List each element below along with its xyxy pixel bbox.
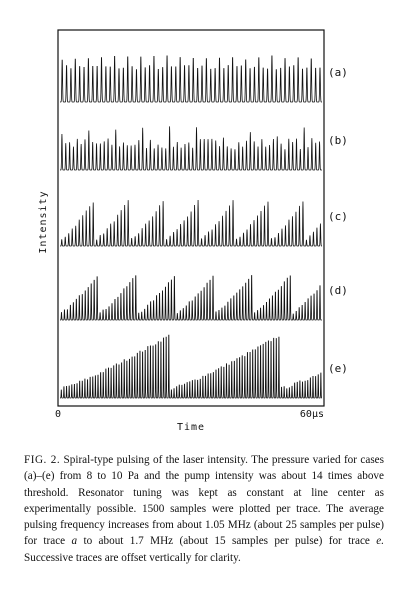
x-tick-label-end: 60μs: [300, 409, 324, 420]
x-axis-label: Time: [177, 422, 205, 433]
caption-text-1: Spiral-type pulsing of the laser intensi…: [24, 454, 385, 548]
trace-label-a: (a): [328, 66, 348, 79]
caption-trace-a: a: [71, 535, 78, 548]
trace-label-d: (d): [328, 284, 348, 297]
caption-text-2: to about 1.7 MHz (about 15 samples per p…: [83, 535, 370, 548]
x-tick-label-start: 0: [55, 409, 61, 420]
caption-label: FIG. 2.: [24, 454, 61, 466]
trace-label-e: (e): [328, 362, 348, 375]
labels-group: (a) (b) (c) (d) (e): [328, 66, 348, 375]
trace-line-c: [60, 200, 322, 247]
figure-plot: (a) (b) (c) (d) (e) Intensity 0 60μs Time: [38, 29, 348, 433]
caption-trace-e: e.: [376, 535, 385, 548]
trace-line-b: [60, 126, 322, 171]
trace-line-e: [60, 334, 323, 399]
plot-frame: [57, 29, 325, 407]
trace-label-b: (b): [328, 134, 348, 147]
y-axis-label: Intensity: [38, 190, 49, 253]
caption-text-3: Successive traces are offset vertically …: [24, 551, 241, 564]
trace-line-d: [60, 275, 323, 321]
figure-caption: FIG. 2. Spiral-type pulsing of the laser…: [24, 452, 384, 566]
traces-group: [60, 55, 323, 399]
trace-label-c: (c): [328, 210, 348, 223]
trace-line-a: [60, 55, 322, 103]
